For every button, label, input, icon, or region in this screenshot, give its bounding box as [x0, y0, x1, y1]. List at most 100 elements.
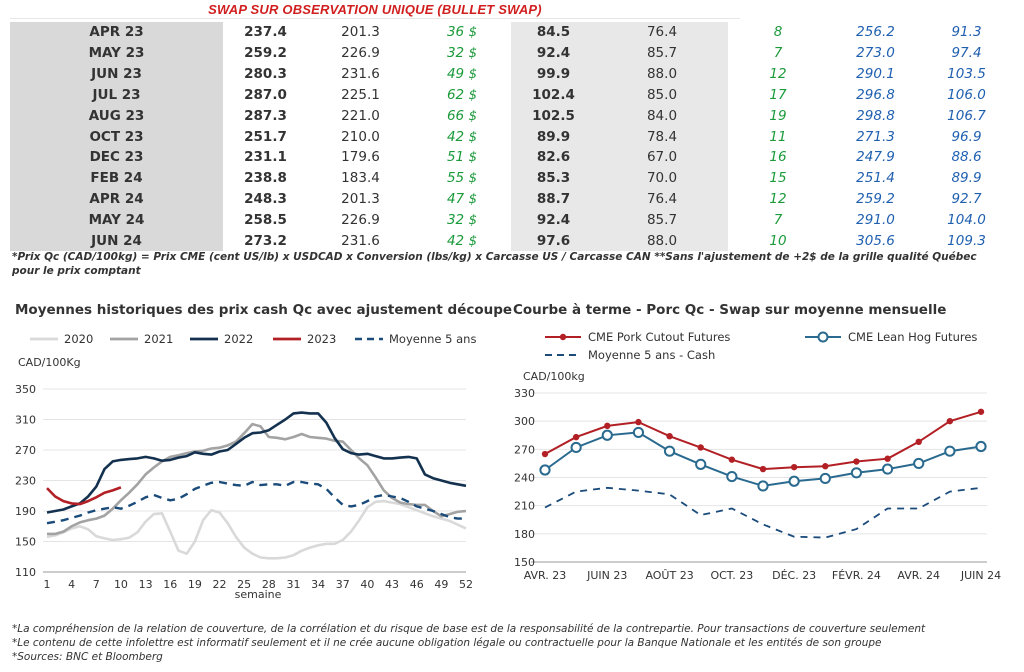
- table-cell-usd-cutout: 226.9: [341, 45, 380, 62]
- table-cell-cme-cutout: 280.3: [244, 66, 287, 83]
- table-cell-qc-price: 298.8: [856, 107, 895, 124]
- data-point-cme-lean-hog-futures: [695, 458, 707, 470]
- historical-prices-chart: 110 150 190 230 270 310 350 1 4 7 10 13 16 19 22 25 28 31…: [15, 332, 476, 601]
- table-row: APR 24 248.3 201.3 47 $ 88.7 76.4 12 259.2 92.7: [10, 188, 1010, 210]
- table-cell-usd-cutout: 201.3: [341, 191, 380, 208]
- table-cell-usd-cutout: 231.6: [341, 66, 380, 83]
- table-cell-qc-lb: 103.5: [947, 66, 986, 83]
- table-cell-month: MAY 23: [10, 42, 223, 64]
- table-cell-usd-hog: 70.0: [596, 167, 728, 189]
- table-cell-diff-cutout: 62 $: [446, 86, 478, 103]
- table-cell-usd-cutout: 210.0: [341, 128, 380, 145]
- x-tick-label: 40: [360, 578, 374, 591]
- data-point-cme-lean-hog-futures: [881, 463, 894, 475]
- table-row: MAY 23 259.2 226.9 32 $ 92.4 85.7 7 273.0 97.4: [10, 42, 1010, 64]
- y-tick-label: 240: [514, 472, 535, 485]
- table-cell-month: APR 23: [10, 22, 223, 43]
- data-point-cme-lean-hog-futures: [944, 445, 956, 457]
- table-cell-usd-cutout: 225.1: [341, 86, 380, 103]
- table-cell-cme-hog: 92.4: [511, 209, 596, 231]
- table-cell-cme-cutout: 258.5: [244, 212, 287, 229]
- data-point-cme-pork-cutout-futures: [572, 433, 580, 441]
- table-cell-cme-hog: 84.5: [511, 22, 596, 43]
- table-row: JUN 23 280.3 231.6 49 $ 99.9 88.0 12 290.1 103.5: [10, 63, 1010, 85]
- table-cell-diff-hog: 17: [769, 86, 787, 103]
- table-cell-qc-lb: 92.7: [951, 191, 982, 208]
- x-tick-label: 31: [286, 578, 300, 591]
- series-line-moyenne-5-ans: [46, 480, 466, 525]
- table-cell-diff-hog: 15: [769, 170, 787, 187]
- x-tick-label: FÉVR. 24: [832, 569, 881, 582]
- disclaimer-note: *La compréhension de la relation de couv…: [12, 623, 926, 635]
- table-cell-qc-price: 271.3: [856, 128, 895, 145]
- data-point-cme-lean-hog-futures: [975, 440, 987, 453]
- table-cell-diff-hog: 12: [769, 66, 787, 83]
- y-tick-label: 190: [15, 505, 36, 518]
- legend-label: CME Lean Hog Futures: [848, 330, 977, 344]
- data-point-cme-pork-cutout-futures: [635, 418, 642, 426]
- x-tick-label: 34: [311, 578, 325, 591]
- table-cell-qc-lb: 96.9: [951, 128, 982, 145]
- table-row: FEB 24 238.8 183.4 55 $ 85.3 70.0 15 251.4 89.9: [10, 167, 1010, 189]
- table-cell-month: APR 24: [10, 188, 223, 210]
- series-line-2022: [46, 411, 467, 514]
- data-point-cme-lean-hog-futures: [539, 464, 551, 476]
- table-cell-diff-cutout: 55 $: [446, 170, 478, 187]
- source-note: *Sources: BNC et Bloomberg: [12, 651, 163, 663]
- x-tick-label: 7: [93, 578, 100, 591]
- x-tick-label: OCT. 23: [710, 569, 753, 582]
- y-tick-label: 110: [15, 566, 36, 579]
- series-line-2023: [46, 486, 122, 506]
- x-tick-label: 43: [385, 578, 399, 591]
- y-tick-label: 310: [15, 414, 36, 427]
- table-cell-qc-price: 259.2: [856, 191, 895, 208]
- table-row: DEC 23 231.1 179.6 51 $ 82.6 67.0 16 247.9 88.6: [10, 147, 1010, 168]
- legend-marker: [559, 333, 567, 341]
- table-cell-qc-price: 251.4: [856, 170, 895, 187]
- y-axis-label: CAD/100Kg: [18, 356, 81, 369]
- table-cell-qc-price: 256.2: [856, 24, 895, 41]
- table-cell-diff-hog: 19: [769, 107, 787, 124]
- table-cell-qc-lb: 89.9: [951, 170, 982, 187]
- table-cell-diff-cutout: 66 $: [446, 107, 478, 124]
- x-axis-label: semaine: [235, 588, 282, 601]
- table-cell-cme-hog: 89.9: [511, 126, 596, 148]
- disclaimer-note: *Le contenu de cette infolettre est info…: [12, 637, 882, 649]
- x-tick-label: 52: [459, 578, 473, 591]
- legend-label: Moyenne 5 ans - Cash: [588, 348, 715, 362]
- y-tick-label: 150: [514, 556, 535, 569]
- x-tick-label: 10: [114, 578, 128, 591]
- table-row: JUL 23 287.0 225.1 62 $ 102.4 85.0 17 296.8 106.…: [10, 84, 1010, 106]
- table-cell-cme-hog: 97.6: [511, 230, 596, 252]
- x-tick-label: DÉC. 23: [772, 569, 816, 582]
- table-cell-qc-lb: 88.6: [951, 149, 982, 166]
- table-row: APR 23 237.4 201.3 36 $ 84.5 76.4 8 256.2 91.3: [10, 22, 1010, 43]
- y-tick-label: 150: [15, 536, 36, 549]
- table-cell-month: AUG 23: [10, 105, 223, 127]
- table-cell-qc-price: 273.0: [856, 45, 895, 62]
- data-point-cme-pork-cutout-futures: [666, 432, 673, 440]
- table-cell-cme-cutout: 287.3: [244, 107, 287, 124]
- y-tick-label: 270: [514, 443, 535, 456]
- table-cell-qc-price: 305.6: [856, 232, 895, 249]
- table-cell-usd-hog: 67.0: [596, 147, 728, 168]
- table-cell-month: MAY 24: [10, 209, 223, 231]
- table-cell-cme-hog: 82.6: [511, 147, 596, 168]
- table-row: JUN 24 273.2 231.6 42 $ 97.6 88.0 10 305.6 109.3: [10, 230, 1010, 252]
- x-tick-label: 13: [139, 578, 153, 591]
- y-axis-label: CAD/100kg: [523, 370, 585, 383]
- table-cell-cme-cutout: 231.1: [244, 149, 287, 166]
- table-cell-usd-hog: 85.7: [596, 209, 728, 231]
- data-point-cme-pork-cutout-futures: [728, 456, 736, 463]
- data-point-cme-lean-hog-futures: [663, 445, 676, 457]
- table-cell-diff-hog: 7: [773, 45, 783, 62]
- table-cell-month: FEB 24: [10, 167, 223, 189]
- table-cell-usd-hog: 84.0: [596, 105, 728, 127]
- table-cell-cme-cutout: 248.3: [244, 191, 287, 208]
- data-point-cme-lean-hog-futures: [819, 472, 831, 485]
- legend-label: 2020: [64, 332, 93, 346]
- x-tick-label: 37: [336, 578, 350, 591]
- table-cell-diff-hog: 10: [769, 232, 787, 249]
- table-cell-cme-cutout: 237.4: [244, 24, 287, 41]
- legend-label: Moyenne 5 ans: [389, 332, 476, 346]
